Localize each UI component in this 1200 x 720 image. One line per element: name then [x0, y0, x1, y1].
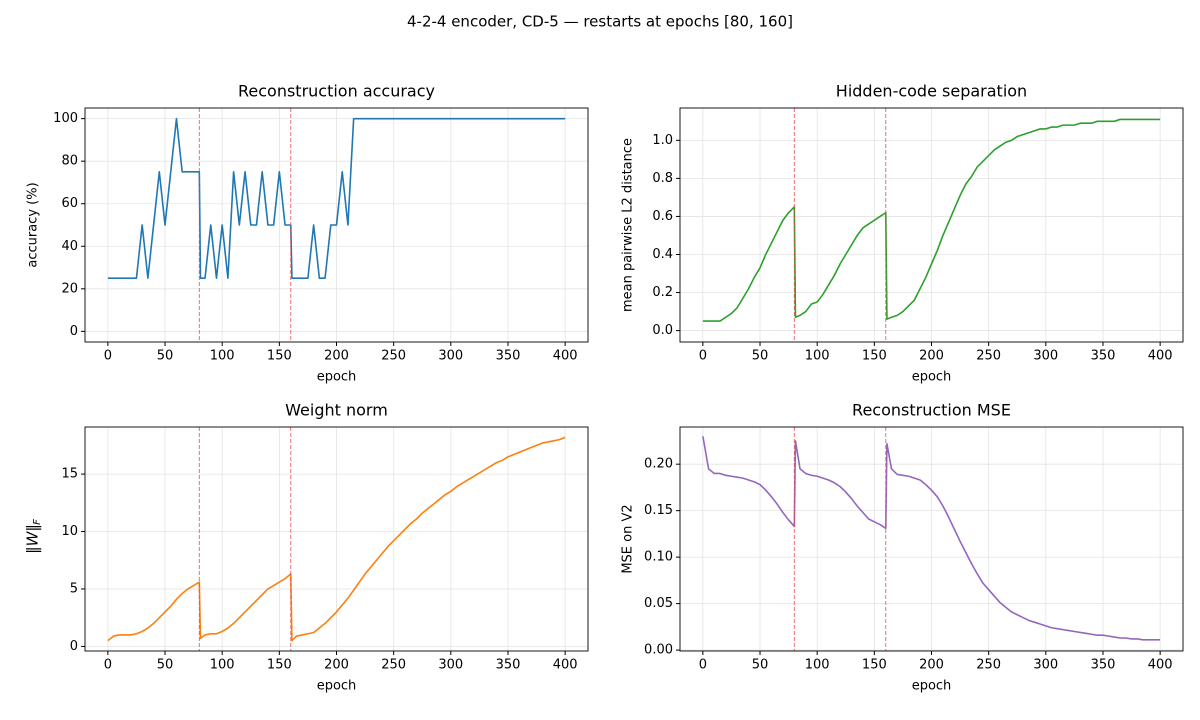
y-axis-label: accuracy (%) [26, 182, 41, 267]
x-tick-label: 50 [752, 349, 769, 364]
y-axis-label: ‖W‖ [24, 524, 42, 554]
y-tick-label: 0.10 [644, 550, 673, 565]
x-tick-label: 0 [699, 349, 707, 364]
data-line [702, 436, 1161, 641]
data-line [107, 436, 566, 642]
x-tick-label: 300 [438, 349, 463, 364]
x-tick-label: 400 [1148, 349, 1173, 364]
x-tick-label: 300 [438, 658, 463, 673]
x-tick-label: 50 [157, 658, 174, 673]
x-tick-label: 250 [381, 349, 406, 364]
y-tick-label: 100 [53, 111, 78, 126]
x-tick-label: 0 [104, 658, 112, 673]
x-tick-label: 250 [976, 658, 1001, 673]
y-axis-label-subscript: F [32, 519, 43, 525]
y-tick-label: 0.8 [652, 171, 673, 186]
x-tick-label: 400 [553, 658, 578, 673]
y-tick-label: 0 [70, 639, 78, 654]
y-tick-label: 0.4 [652, 247, 673, 262]
y-tick-label: 1.0 [652, 133, 673, 148]
x-axis-label: epoch [317, 679, 357, 694]
x-tick-label: 350 [1091, 658, 1116, 673]
subplot-title: Weight norm [285, 401, 388, 420]
y-tick-label: 0.0 [652, 323, 673, 338]
y-tick-label: 20 [61, 281, 78, 296]
x-tick-label: 200 [324, 658, 349, 673]
x-tick-label: 0 [699, 658, 707, 673]
axes-frame [679, 107, 1184, 343]
subplot-title: Reconstruction MSE [852, 401, 1011, 420]
y-tick-label: 80 [61, 154, 78, 169]
y-tick-label: 0.05 [644, 596, 673, 611]
subplot-title: Reconstruction accuracy [238, 82, 435, 101]
y-axis-label: MSE on V2 [621, 504, 636, 573]
x-tick-label: 0 [104, 349, 112, 364]
y-tick-label: 10 [61, 524, 78, 539]
y-tick-label: 0.20 [644, 457, 673, 472]
y-tick-label: 0.00 [644, 643, 673, 658]
y-tick-label: 0.6 [652, 209, 673, 224]
y-tick-label: 5 [70, 581, 78, 596]
x-tick-label: 200 [324, 349, 349, 364]
x-axis-label: epoch [317, 370, 357, 385]
x-tick-label: 200 [919, 658, 944, 673]
data-line [107, 117, 566, 279]
x-tick-label: 350 [496, 658, 521, 673]
x-tick-label: 300 [1033, 658, 1058, 673]
x-axis-label: epoch [912, 370, 952, 385]
y-tick-label: 0 [70, 324, 78, 339]
figure-title: 4-2-4 encoder, CD-5 — restarts at epochs… [407, 13, 793, 31]
x-tick-label: 350 [496, 349, 521, 364]
x-tick-label: 100 [210, 658, 235, 673]
x-tick-label: 400 [553, 349, 578, 364]
x-tick-label: 250 [976, 349, 1001, 364]
axes-frame [84, 107, 589, 343]
x-tick-label: 200 [919, 349, 944, 364]
x-tick-label: 50 [752, 658, 769, 673]
y-tick-label: 40 [61, 239, 78, 254]
x-tick-label: 100 [210, 349, 235, 364]
x-tick-label: 150 [267, 658, 292, 673]
data-line [702, 118, 1161, 322]
x-tick-label: 250 [381, 658, 406, 673]
y-tick-label: 0.15 [644, 503, 673, 518]
y-tick-label: 60 [61, 196, 78, 211]
x-axis-label: epoch [912, 679, 952, 694]
x-tick-label: 50 [157, 349, 174, 364]
axes-frame [679, 426, 1184, 652]
x-tick-label: 100 [805, 349, 830, 364]
x-tick-label: 350 [1091, 349, 1116, 364]
x-tick-label: 400 [1148, 658, 1173, 673]
y-tick-label: 15 [61, 467, 78, 482]
x-tick-label: 100 [805, 658, 830, 673]
y-tick-label: 0.2 [652, 285, 673, 300]
x-tick-label: 300 [1033, 349, 1058, 364]
y-axis-label: mean pairwise L2 distance [621, 138, 636, 312]
axes-frame [84, 426, 589, 652]
x-tick-label: 150 [862, 349, 887, 364]
x-tick-label: 150 [267, 349, 292, 364]
x-tick-label: 150 [862, 658, 887, 673]
subplot-title: Hidden-code separation [836, 82, 1027, 101]
